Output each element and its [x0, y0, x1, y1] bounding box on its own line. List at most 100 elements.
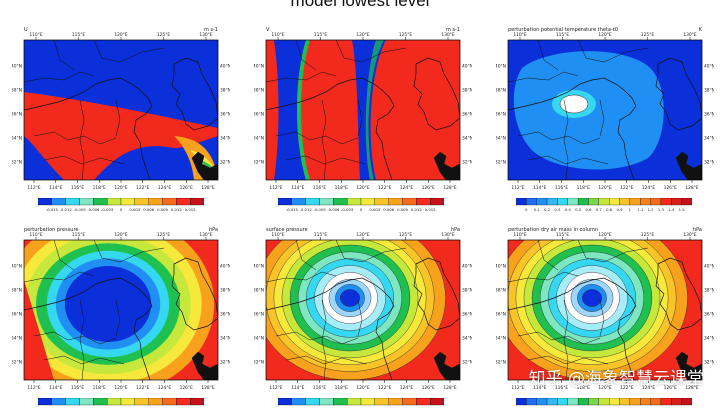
right-tick-label: 36°N — [220, 312, 230, 318]
colorbar-swatch — [305, 198, 320, 206]
japan-islands — [675, 351, 702, 380]
colorbar-label: 0 — [120, 207, 123, 212]
colorbar-swatch — [319, 198, 334, 206]
colorbar-swatch — [51, 198, 66, 206]
top-tick-label: 110°E — [29, 32, 43, 38]
left-tick-label: 32°N — [12, 160, 22, 166]
bottom-tick-label: 124°E — [400, 185, 414, 191]
colorbar-label: 0.1 — [534, 207, 541, 212]
bottom-tick-label: 124°E — [400, 385, 414, 391]
left-tick-label: 36°N — [496, 112, 506, 118]
left-tick-label: 32°N — [496, 160, 506, 166]
bottom-tick-label: 116°E — [555, 385, 569, 391]
colorbar-swatch — [162, 198, 177, 206]
colorbar-swatch — [278, 198, 292, 206]
colorbar-label: -0.012 — [300, 207, 313, 212]
japan-islands — [191, 151, 218, 180]
left-tick-label: 34°N — [254, 336, 264, 342]
colorbar-swatch — [374, 198, 389, 206]
colorbar-swatch — [526, 198, 537, 206]
right-tick-label: 34°N — [220, 336, 230, 342]
bottom-tick-label: 116°E — [313, 385, 327, 391]
right-tick-label: 34°N — [704, 136, 714, 142]
right-tick-label: 32°N — [704, 360, 714, 366]
top-tick-label: 110°E — [271, 32, 285, 38]
left-tick-label: 36°N — [254, 112, 264, 118]
panel-title: perturbation pressure — [24, 227, 79, 233]
bottom-tick-label: 118°E — [577, 385, 591, 391]
right-tick-label: 40°N — [704, 264, 714, 270]
right-tick-label: 32°N — [462, 160, 472, 166]
left-tick-label: 38°N — [496, 88, 506, 94]
map-fill — [508, 40, 702, 180]
top-tick-label: 120°E — [114, 32, 128, 38]
colorbar-label: 1.2 — [648, 207, 655, 212]
top-tick-label: 130°E — [441, 32, 455, 38]
colorbar-label: 0.012 — [411, 207, 422, 212]
map-area — [507, 39, 703, 181]
left-tick-label: 40°N — [496, 64, 506, 70]
colorbar-label: -0.003 — [101, 207, 114, 212]
colorbar-label: 0 — [360, 207, 363, 212]
map-fill — [24, 240, 218, 380]
colorbar-swatch — [671, 198, 682, 206]
panel-units: m s-1 — [446, 27, 460, 33]
bottom-tick-label: 120°E — [356, 185, 370, 191]
panel-title: perturbation potential temperature theta… — [508, 27, 618, 33]
colorbar-u: -0.015 -0.012 -0.009 -0.006 -0.003 0 0.003 0.00… — [38, 198, 204, 212]
right-tick-label: 36°N — [704, 312, 714, 318]
theta-warm-core — [559, 94, 589, 114]
top-tick-label: 110°E — [29, 232, 43, 238]
top-tick-label: 115°E — [556, 232, 570, 238]
korean-peninsula — [171, 57, 218, 131]
colorbar-swatch — [546, 198, 558, 206]
top-tick-label: 115°E — [314, 32, 328, 38]
top-tick-label: 125°E — [641, 32, 655, 38]
bottom-tick-label: 122°E — [378, 385, 392, 391]
right-tick-label: 40°N — [462, 64, 472, 70]
colorbar-swatch — [347, 198, 362, 206]
province-borders — [508, 240, 649, 380]
left-tick-label: 40°N — [12, 64, 22, 70]
left-tick-label: 40°N — [12, 264, 22, 270]
bottom-tick-label: 114°E — [291, 385, 305, 391]
panel-title: V — [266, 27, 270, 33]
colorbar-swatch — [516, 198, 527, 206]
colorbar-swatch — [402, 198, 417, 206]
japan-islands — [433, 151, 460, 180]
bottom-tick-label: 124°E — [158, 185, 172, 191]
colorbar-label: 0.015 — [425, 207, 436, 212]
right-tick-label: 38°N — [462, 288, 472, 294]
panel-units: K — [699, 27, 703, 33]
coastline — [266, 277, 395, 380]
watermark: 知乎 @海象智慧云课堂 — [528, 369, 704, 389]
bottom-tick-label: 124°E — [642, 185, 656, 191]
bottom-tick-label: 120°E — [356, 385, 370, 391]
colorbar-swatch — [577, 198, 589, 206]
bottom-tick-label: 118°E — [577, 185, 591, 191]
colorbar-label: 0.3 — [554, 207, 561, 212]
bottom-tick-label: 126°E — [422, 185, 436, 191]
bottom-tick-label: 122°E — [620, 185, 634, 191]
right-tick-label: 32°N — [462, 360, 472, 366]
bottom-tick-label: 120°E — [114, 385, 128, 391]
province-borders — [508, 40, 649, 180]
bottom-tick-label: 112°E — [511, 185, 525, 191]
colorbar-label: 0.009 — [157, 207, 168, 212]
right-tick-label: 38°N — [220, 288, 230, 294]
colorbar-swatch — [176, 198, 191, 206]
bottom-tick-label: 118°E — [93, 185, 107, 191]
panel-units: m s-1 — [204, 27, 218, 33]
left-tick-label: 34°N — [12, 336, 22, 342]
bottom-tick-label: 116°E — [555, 185, 569, 191]
right-tick-label: 36°N — [704, 112, 714, 118]
left-tick-label: 34°N — [496, 336, 506, 342]
japan-islands — [433, 351, 460, 380]
bottom-tick-label: 114°E — [291, 185, 305, 191]
colorbar-label: 0.7 — [596, 207, 603, 212]
colorbar-swatch — [557, 198, 568, 206]
v-center-edge — [352, 40, 384, 180]
colorbar-pp — [38, 398, 204, 406]
pp-contour-6 — [64, 266, 152, 342]
mu-contour-11 — [582, 289, 602, 307]
